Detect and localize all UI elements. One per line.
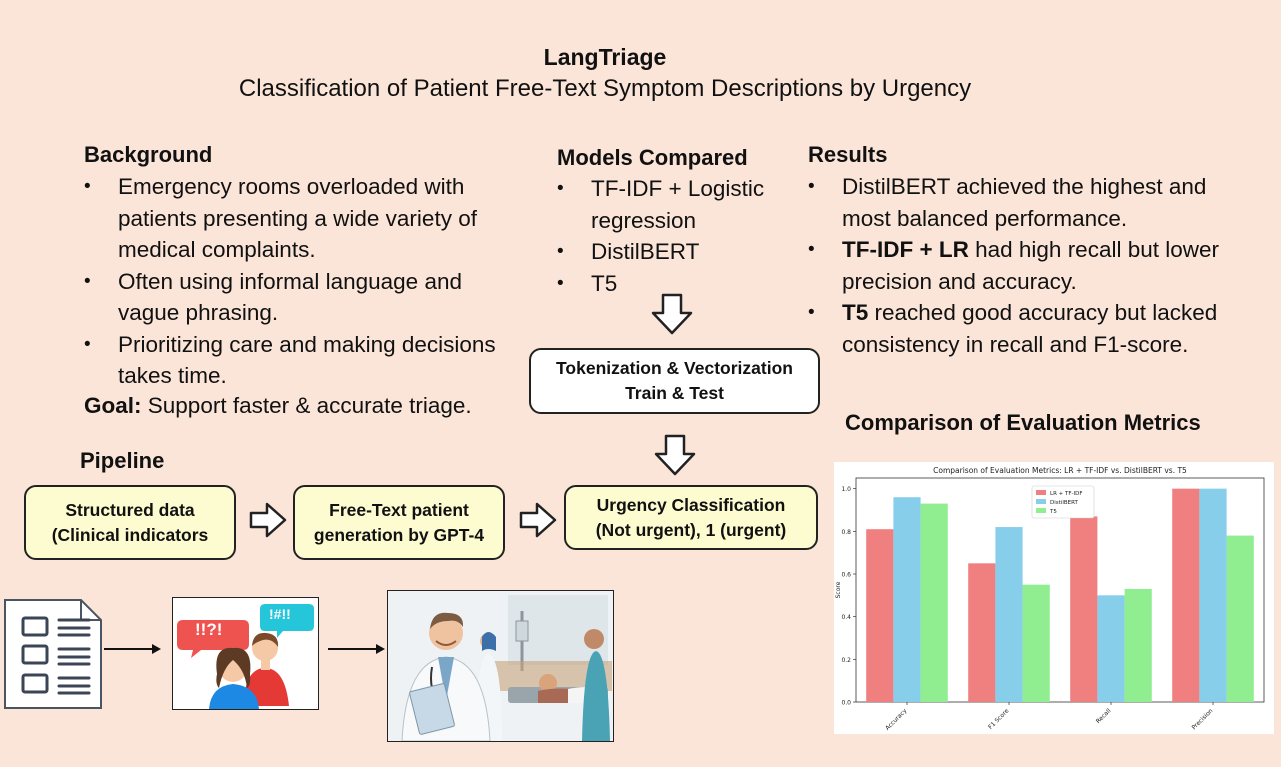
page-subtitle: Classification of Patient Free-Text Symp…: [238, 75, 972, 102]
y-tick-label: 0.8: [841, 529, 851, 536]
step-line: generation by GPT-4: [313, 524, 485, 545]
background-list: Emergency rooms overloaded with patients…: [84, 171, 524, 392]
results-bullet: T5 reached good accuracy but lacked cons…: [808, 297, 1248, 360]
chart-section-heading: Comparison of Evaluation Metrics: [845, 410, 1201, 435]
step-line: Urgency Classification: [596, 494, 786, 515]
goal-statement: Goal: Support faster & accurate triage.: [84, 393, 472, 419]
models-list: TF-IDF + Logistic regression DistilBERT …: [557, 173, 787, 299]
y-axis-label: Score: [835, 581, 842, 598]
step-line: Free-Text patient: [329, 499, 469, 520]
speech-bubble-right: !#!!: [269, 606, 291, 622]
x-tick-label: Precision: [1191, 707, 1215, 731]
bar-1-2: [1097, 595, 1125, 702]
goal-text: Support faster & accurate triage.: [141, 393, 472, 418]
metrics-chart-panel: Comparison of Evaluation Metrics: LR + T…: [834, 462, 1274, 734]
bar-1-1: [995, 527, 1023, 702]
down-arrow-icon: [651, 293, 693, 335]
right-arrow-icon: [519, 502, 557, 538]
bar-0-0: [866, 529, 894, 702]
speech-bubble-left: !!?!: [195, 620, 223, 639]
pipeline-step-urgency: Urgency Classification (Not urgent), 1 (…: [564, 485, 818, 550]
legend-label: LR + TF-IDF: [1050, 491, 1083, 497]
bar-1-0: [893, 497, 921, 702]
conversation-illustration: !!?! !#!!: [172, 597, 319, 710]
x-tick-label: Recall: [1095, 707, 1113, 725]
pipeline-step-free-text: Free-Text patient generation by GPT-4: [293, 485, 505, 560]
legend-swatch: [1036, 499, 1046, 504]
background-bullet: Prioritizing care and making decisions t…: [84, 329, 524, 392]
results-bullet: DistilBERT achieved the highest and most…: [808, 171, 1248, 234]
bar-0-1: [968, 563, 996, 702]
step-line: (Clinical indicators: [51, 524, 209, 545]
legend-swatch: [1036, 508, 1046, 513]
bar-2-2: [1124, 588, 1152, 702]
y-tick-label: 1.0: [841, 486, 851, 493]
right-arrow-icon: [249, 502, 287, 538]
bar-0-3: [1172, 488, 1200, 702]
results-bullet: TF-IDF + LR had high recall but lower pr…: [808, 234, 1248, 297]
process-line-1: Tokenization & Vectorization: [556, 358, 793, 378]
models-heading: Models Compared: [557, 145, 748, 170]
legend-swatch: [1036, 490, 1046, 495]
arrow-right-icon: [104, 644, 161, 654]
bar-2-0: [920, 503, 948, 702]
process-line-2: Train & Test: [625, 383, 724, 403]
process-box: Tokenization & Vectorization Train & Tes…: [529, 348, 820, 414]
x-tick-label: Accuracy: [884, 707, 909, 732]
y-tick-label: 0.0: [841, 700, 851, 707]
people-talking-icon: [177, 604, 314, 709]
metrics-bar-chart: Comparison of Evaluation Metrics: LR + T…: [835, 466, 1265, 732]
hospital-illustration: [387, 590, 614, 742]
pipeline-heading: Pipeline: [80, 448, 165, 473]
down-arrow-icon: [654, 434, 696, 476]
results-bullet-bold: T5: [842, 300, 869, 325]
results-bullet-text: reached good accuracy but lacked consist…: [842, 300, 1218, 357]
results-bullet-text: had high recall but lower precision and …: [842, 237, 1220, 294]
background-bullet: Emergency rooms overloaded with patients…: [84, 171, 524, 266]
model-item: TF-IDF + Logistic regression: [557, 173, 787, 236]
model-item: T5: [557, 268, 787, 300]
document-form-icon: [4, 599, 102, 709]
results-list: DistilBERT achieved the highest and most…: [808, 171, 1248, 360]
chart-plot-frame: [855, 477, 1265, 703]
bar-1-3: [1199, 488, 1227, 702]
bar-2-1: [1022, 584, 1050, 702]
bar-0-2: [1070, 516, 1098, 702]
pipeline-step-structured-data: Structured data (Clinical indicators: [24, 485, 236, 560]
page-title: LangTriage: [543, 44, 667, 70]
results-bullet-bold: TF-IDF + LR: [842, 237, 969, 262]
legend-label: T5: [1049, 509, 1057, 515]
x-tick-label: F1 Score: [987, 707, 1011, 731]
background-heading: Background: [84, 142, 213, 167]
y-tick-label: 0.4: [841, 614, 851, 621]
model-item: DistilBERT: [557, 236, 787, 268]
step-line: (Not urgent), 1 (urgent): [595, 519, 787, 540]
background-bullet: Often using informal language and vague …: [84, 266, 524, 329]
chart-title: Comparison of Evaluation Metrics: LR + T…: [933, 466, 1187, 475]
y-tick-label: 0.2: [841, 657, 851, 664]
step-line: Structured data: [65, 499, 195, 520]
legend-label: DistilBERT: [1050, 500, 1079, 506]
hospital-scene-icon: [388, 591, 613, 741]
results-bullet-text: DistilBERT achieved the highest and most…: [842, 174, 1207, 231]
results-heading: Results: [808, 142, 888, 167]
arrow-right-icon: [328, 644, 385, 654]
legend-box: [1031, 485, 1095, 519]
y-tick-label: 0.6: [841, 572, 851, 579]
bar-2-3: [1226, 535, 1254, 702]
goal-label: Goal:: [84, 393, 142, 418]
